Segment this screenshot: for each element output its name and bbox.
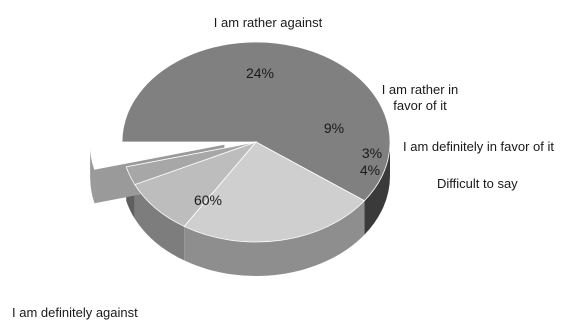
pie-category-label: I am rather against	[214, 15, 323, 30]
pie-category-labels: I am definitely against I am rather again…	[12, 15, 554, 320]
pie-slice-2	[183, 141, 366, 243]
pie-value-label: 60%	[194, 192, 222, 208]
pie-value-label: 9%	[324, 120, 344, 136]
pie-category-label: I am definitely in favor of it	[403, 139, 554, 154]
pie-category-label: I am rather in favor of it	[382, 82, 459, 113]
pie-value-label: 24%	[246, 65, 274, 81]
pie-slice-1	[121, 41, 391, 202]
pie-category-label: I am definitely against	[12, 305, 138, 320]
pie-slice-4	[125, 141, 257, 186]
pie-value-label: 4%	[360, 162, 380, 178]
pie-slice-5	[89, 144, 225, 170]
pie-side-1	[364, 142, 390, 235]
pie-category-label: Difficult to say	[437, 176, 518, 191]
pie-value-label: 3%	[362, 145, 382, 161]
pie-slices	[89, 41, 391, 243]
pie-value-labels: 60% 24% 9% 3%4%	[194, 65, 382, 208]
pie-side-2	[184, 200, 365, 276]
pie-side-3	[134, 184, 185, 261]
